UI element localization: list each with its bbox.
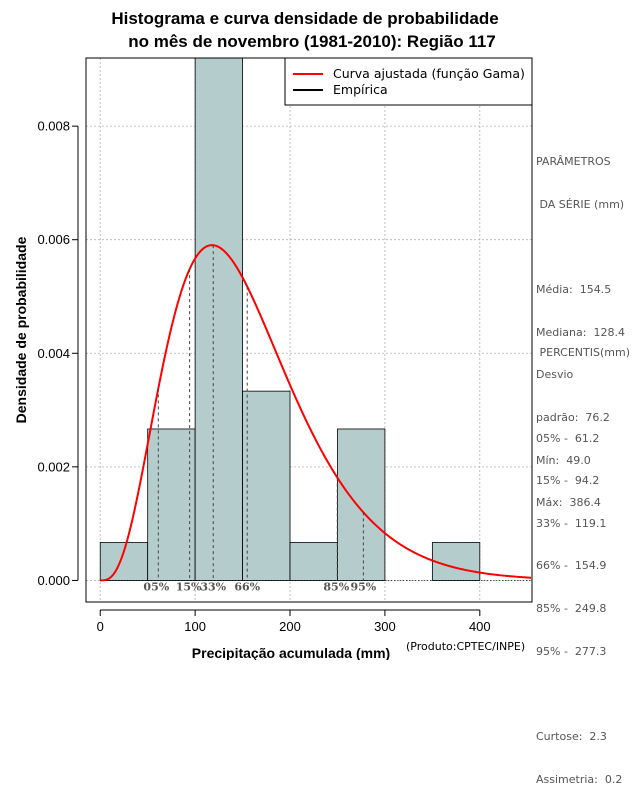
spacer — [536, 687, 630, 701]
percentil-15: 15% - 94.2 — [536, 474, 600, 488]
params-title-1: PARÂMETROS — [536, 155, 611, 169]
percentile-label-33%: 33% — [200, 580, 226, 593]
histogram-bar-4 — [289, 542, 338, 581]
histogram-bars — [99, 57, 532, 581]
histogram-bar-7 — [431, 542, 481, 581]
y-tick-label-3: 0.006 — [37, 232, 70, 247]
percentil-85: 85% - 249.8 — [536, 602, 607, 616]
product-credit: (Produto:CPTEC/INPE) — [406, 640, 526, 653]
x-tick-label-4: 400 — [469, 619, 491, 634]
percentile-label-85%: 85% — [323, 580, 349, 593]
param-min: Mín: 49.0 — [536, 453, 591, 467]
percentile-label-15%: 15% — [176, 580, 202, 593]
histogram-bar-1 — [147, 428, 196, 581]
histogram-bar-5 — [337, 428, 386, 581]
x-tick-label-2: 200 — [279, 619, 301, 634]
y-axis: 0.000 0.002 0.004 0.006 0.008 — [37, 119, 79, 588]
stat-curtose: Curtose: 2.3 — [536, 729, 607, 743]
param-desvio-1: Desvio — [536, 368, 574, 382]
stat-assimetria: Assimetria: 0.2 — [536, 772, 623, 786]
percentile-label-05%: 05% — [143, 580, 169, 593]
legend-empirical-label: Empírica — [333, 82, 388, 97]
legend-box — [284, 57, 533, 106]
gamma-curve-layer — [100, 244, 532, 582]
param-media: Média: 154.5 — [536, 283, 612, 297]
y-tick-label-0: 0.000 — [37, 573, 70, 588]
param-mediana: Mediana: 128.4 — [536, 325, 625, 339]
percentiles-panel: PERCENTIS(mm) 05% - 61.2 15% - 94.2 33% … — [536, 318, 630, 801]
percentile-label-95%: 95% — [350, 580, 376, 593]
spacer — [536, 241, 625, 255]
histogram-bar-2 — [194, 57, 243, 581]
param-desvio-2: padrão: 76.2 — [536, 411, 610, 425]
x-tick-label-0: 0 — [97, 619, 104, 634]
y-axis-label: Densidade de probabilidade — [13, 236, 29, 423]
x-tick-label-1: 100 — [184, 619, 206, 634]
legend-curve-label: Curva ajustada (função Gama) — [333, 66, 525, 81]
params-title-2: DA SÉRIE (mm) — [536, 198, 625, 212]
histogram-chart: Histograma e curva densidade de probabil… — [13, 9, 533, 660]
percentile-label-66%: 66% — [234, 580, 260, 593]
gamma-curve — [100, 244, 532, 582]
percentil-66: 66% - 154.9 — [536, 559, 607, 573]
y-tick-label-4: 0.008 — [37, 119, 70, 134]
x-axis: 0 100 200 300 400 — [97, 609, 491, 634]
histogram-bar-3 — [242, 390, 291, 581]
x-tick-label-3: 300 — [374, 619, 396, 634]
percentil-95: 95% - 277.3 — [536, 644, 607, 658]
series-parameters-panel: PARÂMETROS DA SÉRIE (mm) Média: 154.5 Me… — [536, 127, 625, 525]
legend: Curva ajustada (função Gama) Empírica — [284, 57, 533, 106]
y-tick-label-1: 0.002 — [37, 459, 70, 474]
percentis-title: PERCENTIS(mm) — [536, 346, 630, 360]
percentil-33: 33% - 119.1 — [536, 516, 607, 530]
y-tick-label-2: 0.004 — [37, 346, 70, 361]
spacer — [536, 389, 630, 403]
percentile-markers: 05% 15%33% 66% 85% 95% — [143, 245, 377, 593]
x-axis-label: Precipitação acumulada (mm) — [192, 645, 390, 660]
chart-title-line1: Histograma e curva densidade de probabil… — [111, 9, 498, 28]
percentil-05: 05% - 61.2 — [536, 431, 600, 445]
param-max: Máx: 386.4 — [536, 496, 601, 510]
chart-title-line2: no mês de novembro (1981-2010): Região 1… — [128, 32, 496, 51]
